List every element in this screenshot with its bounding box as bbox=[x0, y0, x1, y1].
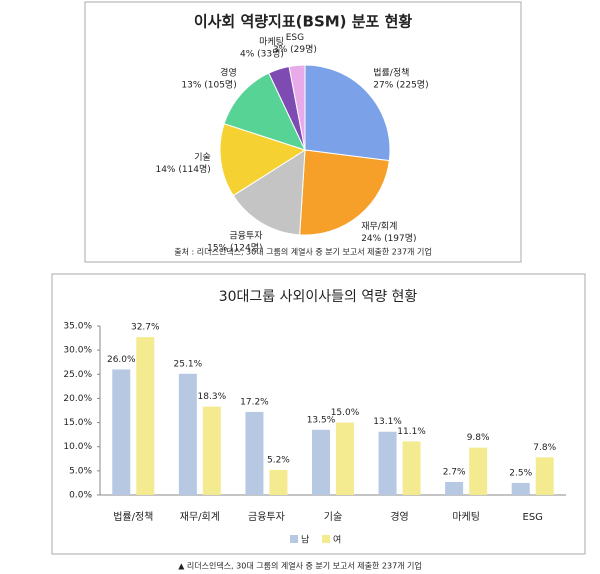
bar bbox=[202, 406, 221, 495]
value-label: 17.2% bbox=[240, 397, 269, 407]
value-label: 2.5% bbox=[509, 468, 532, 478]
y-tick-label: 10.0% bbox=[63, 442, 92, 452]
pie-value-label: 14% (114명) bbox=[155, 164, 210, 175]
pie-slice bbox=[223, 72, 306, 151]
x-tick-label: 경영 bbox=[390, 510, 408, 523]
y-tick-label: 0.0% bbox=[69, 491, 92, 501]
bar bbox=[469, 447, 488, 495]
y-tick-label: 30.0% bbox=[63, 346, 92, 356]
bar bbox=[178, 373, 197, 495]
pie-label: 금융투자 bbox=[229, 231, 263, 242]
bar bbox=[336, 422, 354, 495]
x-tick-label: 마케팅 bbox=[452, 511, 480, 523]
legend-swatch bbox=[290, 535, 298, 543]
pie-value-label: 27% (225명) bbox=[373, 80, 428, 91]
pie-slice bbox=[219, 123, 307, 197]
x-tick-label: 기술 bbox=[324, 511, 342, 523]
bar bbox=[245, 411, 264, 495]
y-tick-label: 15.0% bbox=[63, 418, 92, 428]
value-label: 18.3% bbox=[198, 392, 227, 402]
y-tick-label: 20.0% bbox=[63, 394, 92, 404]
bar-title: 30대그룹 사외이사들의 역량 현황 bbox=[219, 289, 418, 305]
pie-title: 이사회 역량지표(BSM) 분포 현황 bbox=[194, 13, 413, 31]
value-label: 25.1% bbox=[174, 359, 203, 369]
pie-value-label: 3% (29명) bbox=[273, 44, 317, 55]
y-tick-label: 25.0% bbox=[63, 370, 92, 380]
x-tick-label: ESG bbox=[523, 512, 543, 523]
value-label: 5.2% bbox=[267, 455, 290, 465]
bar bbox=[269, 469, 288, 495]
value-label: 32.7% bbox=[131, 323, 160, 333]
y-tick-label: 5.0% bbox=[69, 466, 92, 476]
pie-slice bbox=[288, 64, 306, 151]
pie-slice bbox=[232, 149, 306, 236]
pie-slice bbox=[299, 149, 390, 236]
value-label: 26.0% bbox=[107, 355, 136, 365]
pie-source: 출처 : 리더스인덱스, 30대 그룹의 계열사 중 분기 보고서 제출한 23… bbox=[174, 247, 431, 257]
bar bbox=[445, 481, 464, 495]
pie-label: 법률/정책 bbox=[373, 67, 409, 79]
pie-value-label: 24% (197명) bbox=[361, 233, 416, 244]
value-label: 15.0% bbox=[331, 408, 360, 418]
pie-label: 재무/회계 bbox=[361, 220, 397, 232]
value-label: 2.7% bbox=[443, 467, 466, 477]
bar bbox=[402, 441, 421, 495]
pie-label: ESG bbox=[286, 33, 304, 43]
bar bbox=[535, 457, 554, 495]
x-tick-label: 법률/정책 bbox=[113, 511, 153, 523]
pie-value-label: 15% (124명) bbox=[207, 243, 262, 254]
legend-label: 여 bbox=[333, 534, 341, 546]
value-label: 7.8% bbox=[533, 443, 556, 453]
pie-value-label: 4% (33명) bbox=[240, 49, 284, 60]
bar bbox=[136, 337, 155, 495]
value-label: 13.5% bbox=[307, 415, 336, 425]
legend-swatch bbox=[322, 535, 330, 543]
x-tick-label: 금융투자 bbox=[248, 511, 285, 523]
value-label: 9.8% bbox=[467, 433, 490, 443]
pie-label: 기술 bbox=[194, 152, 211, 163]
pie-slice bbox=[304, 64, 391, 162]
pie-value-label: 13% (105명) bbox=[181, 80, 236, 91]
bar-source: ▲ 리더스인덱스, 30대 그룹의 계열사 중 분기 보고서 제출한 237개 … bbox=[178, 561, 422, 571]
legend-label: 남 bbox=[301, 535, 309, 546]
x-tick-label: 재무/회계 bbox=[180, 511, 220, 523]
value-label: 13.1% bbox=[373, 417, 402, 427]
pie-label: 마케팅 bbox=[259, 37, 284, 48]
bar bbox=[312, 429, 330, 495]
y-tick-label: 35.0% bbox=[63, 322, 92, 332]
bar bbox=[378, 431, 397, 495]
value-label: 11.1% bbox=[397, 427, 426, 437]
bar bbox=[112, 369, 131, 495]
pie-label: 경영 bbox=[220, 67, 237, 79]
bar bbox=[511, 482, 530, 495]
